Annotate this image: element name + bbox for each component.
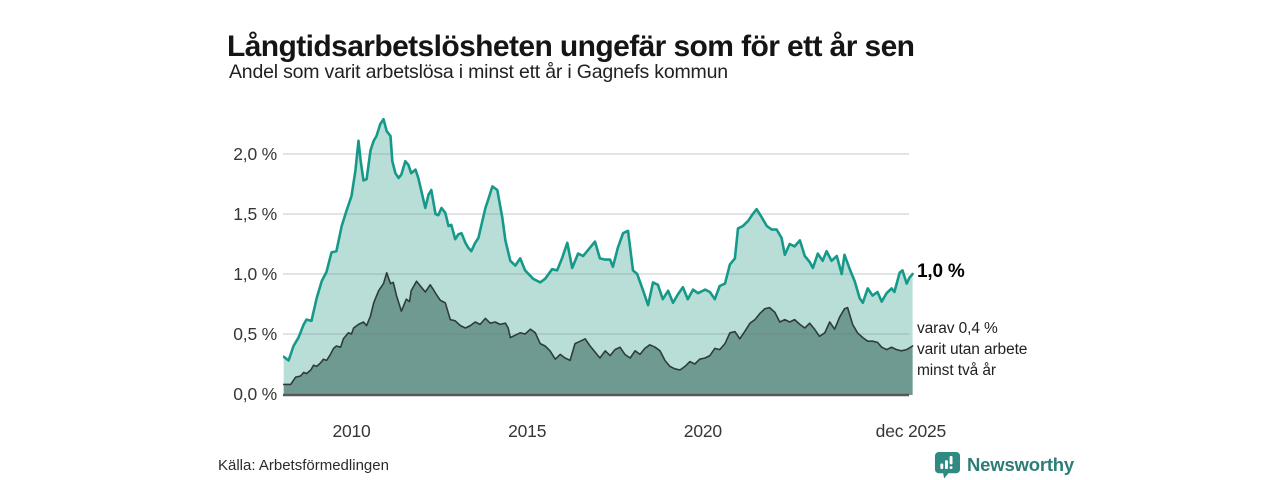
y-axis-label-1-0: 1,0 %	[233, 264, 277, 284]
two-year-annotation-line-2: varit utan arbete	[917, 341, 1028, 358]
x-axis-label-2015: 2015	[508, 421, 547, 441]
two-year-annotation-line-1: varav 0,4 %	[917, 320, 998, 337]
y-axis-label-2-0: 2,0 %	[233, 144, 277, 164]
y-axis-label-1-5: 1,5 %	[233, 204, 277, 224]
x-axis-label-2010: 2010	[332, 421, 371, 441]
two-year-annotation-line-3: minst två år	[917, 362, 996, 379]
source-label: Källa: Arbetsförmedlingen	[218, 457, 389, 474]
two-year-annotation: varav 0,4 % varit utan arbete minst två …	[917, 318, 1027, 381]
newsworthy-wordmark: Newsworthy	[967, 454, 1074, 475]
unemployment-area-chart	[283, 117, 914, 397]
series-two-year-area	[283, 272, 913, 395]
page-title: Långtidsarbetslösheten ungefär som för e…	[227, 30, 915, 64]
latest-value-annotation: 1,0 %	[917, 261, 965, 282]
series-two-year-line	[283, 272, 914, 386]
y-axis-label-0-0: 0,0 %	[233, 384, 277, 404]
series-total-line	[283, 117, 914, 362]
bar-chart-icon	[940, 463, 944, 469]
newsworthy-logo: Newsworthy	[934, 450, 1074, 480]
y-axis-label-0-5: 0,5 %	[233, 324, 277, 344]
newsworthy-logo-icon	[934, 451, 961, 479]
x-axis-label-2020: 2020	[683, 421, 722, 441]
chart-subtitle: Andel som varit arbetslösa i minst ett å…	[229, 61, 728, 83]
x-axis-label-dec-2025: dec 2025	[875, 421, 947, 441]
